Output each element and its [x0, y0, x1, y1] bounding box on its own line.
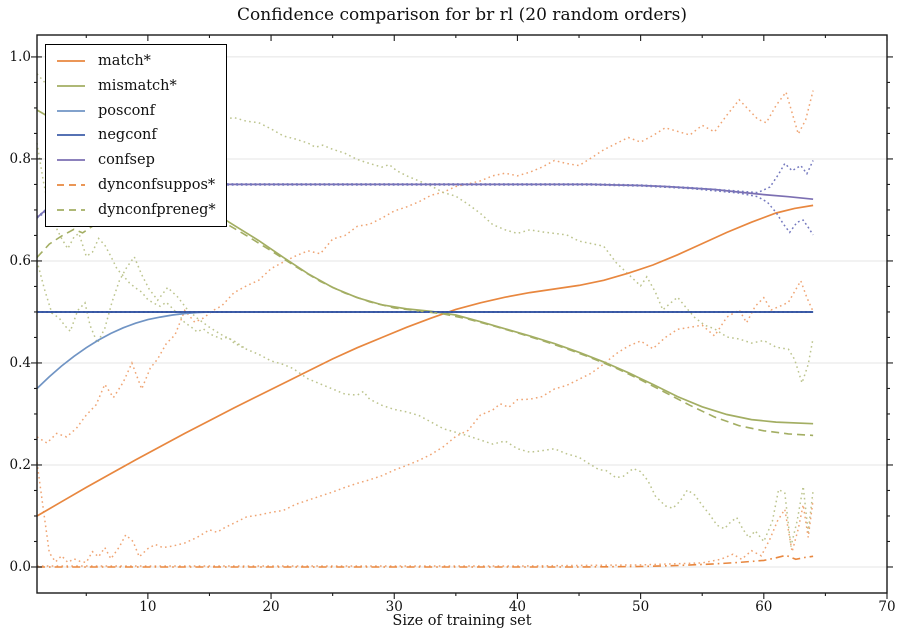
legend-swatch-mismatch — [57, 85, 85, 87]
legend: match* mismatch* posconf negconf confsep… — [45, 44, 227, 227]
legend-item-mismatch: mismatch* — [46, 74, 226, 98]
x-tick-label-60: 60 — [755, 599, 773, 615]
legend-item-dynconfsuppos: dynconfsuppos* — [46, 173, 226, 197]
x-tick-label-70: 70 — [878, 599, 896, 615]
series-dynconfsuppos-line — [37, 554, 814, 568]
chart-title: Confidence comparison for br rl (20 rand… — [237, 5, 687, 25]
legend-swatch-dynconfpreneg — [57, 208, 85, 211]
legend-swatch-negconf — [57, 134, 85, 137]
legend-label: confsep — [98, 152, 155, 169]
y-tick-label-1.0: 1.0 — [9, 48, 31, 65]
series-preneg_band_lo-line — [36, 255, 247, 350]
axes-frame — [36, 34, 888, 594]
legend-swatch-posconf — [57, 109, 85, 112]
legend-item-confsep: confsep — [46, 148, 226, 172]
legend-label: match* — [98, 53, 151, 70]
legend-label: dynconfpreneg* — [98, 201, 216, 218]
y-tick-label-0.2: 0.2 — [9, 456, 31, 473]
legend-item-negconf: negconf — [46, 123, 226, 147]
legend-item-match: match* — [46, 49, 226, 73]
x-axis-label: Size of training set — [392, 613, 532, 629]
series-suppos_band_hi-line — [37, 499, 814, 567]
x-tick-label-50: 50 — [632, 599, 650, 615]
legend-swatch-dynconfsuppos — [57, 183, 85, 186]
series-mismatch_band_lo-line — [36, 142, 814, 547]
x-tick-label-10: 10 — [139, 599, 157, 615]
legend-swatch-confsep — [57, 159, 85, 162]
legend-swatch-match — [57, 60, 85, 63]
legend-item-dynconfpreneg: dynconfpreneg* — [46, 198, 226, 222]
y-tick-label-0.0: 0.0 — [9, 558, 31, 575]
legend-label: mismatch* — [98, 78, 177, 95]
y-tick-label-0.4: 0.4 — [9, 354, 31, 371]
series-match_band_hi-line — [36, 90, 814, 444]
x-tick-label-30: 30 — [385, 599, 403, 615]
y-tick-label-0.6: 0.6 — [9, 252, 31, 269]
legend-label: posconf — [98, 102, 156, 119]
legend-label: negconf — [98, 127, 157, 144]
legend-item-posconf: posconf — [46, 99, 226, 123]
series-match-line — [36, 204, 814, 517]
x-tick-label-40: 40 — [508, 599, 527, 615]
x-tick-label-20: 20 — [262, 599, 280, 615]
series-match_band_lo-line — [36, 279, 814, 564]
series-posconf-line — [36, 311, 814, 390]
y-tick-label-0.8: 0.8 — [9, 150, 31, 167]
legend-label: dynconfsuppos* — [98, 176, 216, 193]
